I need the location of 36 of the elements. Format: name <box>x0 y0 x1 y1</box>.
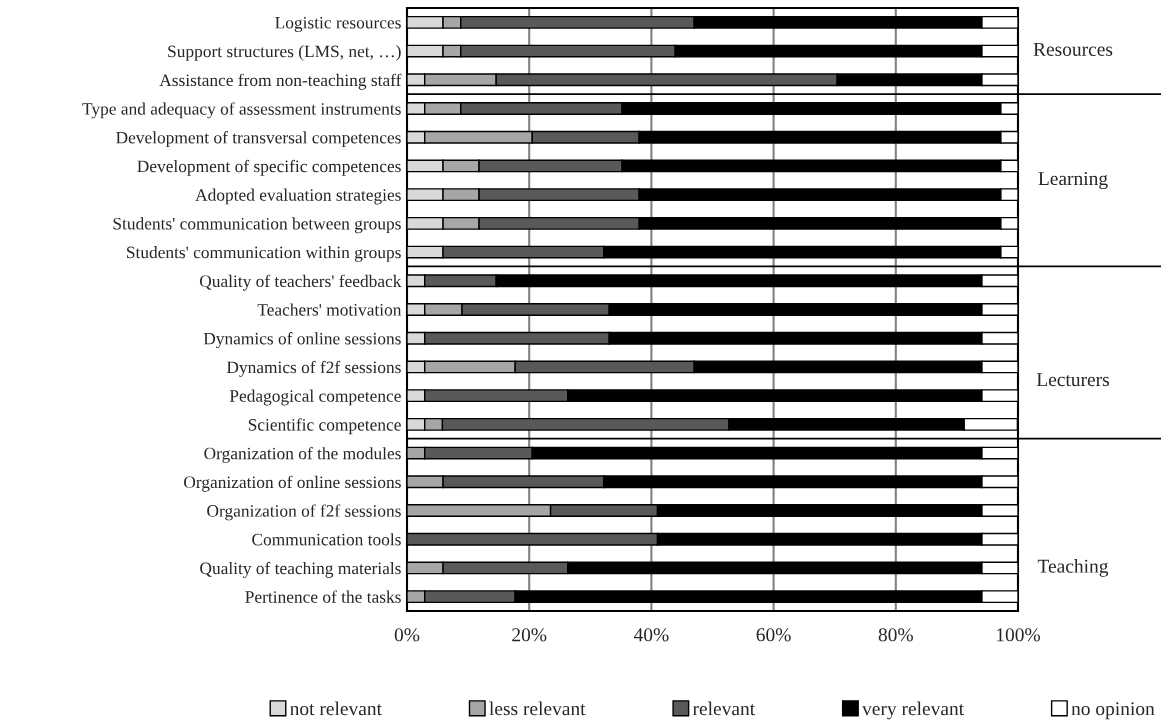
text: Resources <box>1033 43 1113 56</box>
y-tick-label: Dynamics of f2f sessions <box>226 360 401 377</box>
x-tick-label: 100% <box>997 628 1041 642</box>
x-tick-label: 60% <box>756 628 791 642</box>
text: Teaching <box>1037 559 1109 577</box>
text: Learning <box>1038 172 1108 190</box>
y-tick-label: Development of specific competences <box>137 159 401 176</box>
y-tick-label: Organization of online sessions <box>184 475 401 492</box>
y-tick-label: Support structures (LMS, net, …) <box>168 45 401 61</box>
y-tick-label: Students' communication within groups <box>127 246 401 262</box>
y-tick-label: Organization of the modules <box>204 446 401 463</box>
text: Lecturers <box>1036 373 1109 387</box>
y-tick-label: Communication tools <box>252 533 401 546</box>
x-tick-label: 20% <box>512 628 547 642</box>
y-tick-label: Logistic resources <box>275 16 401 33</box>
x-tick-label: 0% <box>394 628 420 642</box>
legend-label: no opinion <box>1071 702 1155 720</box>
y-tick-label: Scientific competence <box>248 418 401 435</box>
y-tick-label: Development of transversal competences <box>116 131 401 148</box>
x-tick-label: 40% <box>633 628 669 642</box>
y-tick-label: Assistance from non-teaching staff <box>159 73 402 90</box>
y-tick-label: Adopted evaluation strategies <box>195 188 401 205</box>
y-tick-label: Dynamics of online sessions <box>203 332 401 349</box>
y-tick-label: Teachers' motivation <box>257 303 402 316</box>
legend-label: very relevant <box>862 701 964 720</box>
y-tick-label: Organization of f2f sessions <box>207 504 401 521</box>
x-tick-label: 80% <box>878 628 913 642</box>
y-tick-label: Students' communication between groups <box>113 217 401 234</box>
y-tick-label: Pertinence of the tasks <box>245 590 401 603</box>
y-tick-label: Quality of teachers' feedback <box>199 274 402 291</box>
legend-label: less relevant <box>489 701 586 716</box>
y-tick-label: Pedagogical competence <box>229 389 401 406</box>
y-tick-label: Quality of teaching materials <box>200 561 401 578</box>
legend-label: relevant <box>692 701 756 716</box>
legend-label: not relevant <box>290 701 382 716</box>
y-tick-label: Type and adequacy of assessment instruments <box>82 102 401 119</box>
